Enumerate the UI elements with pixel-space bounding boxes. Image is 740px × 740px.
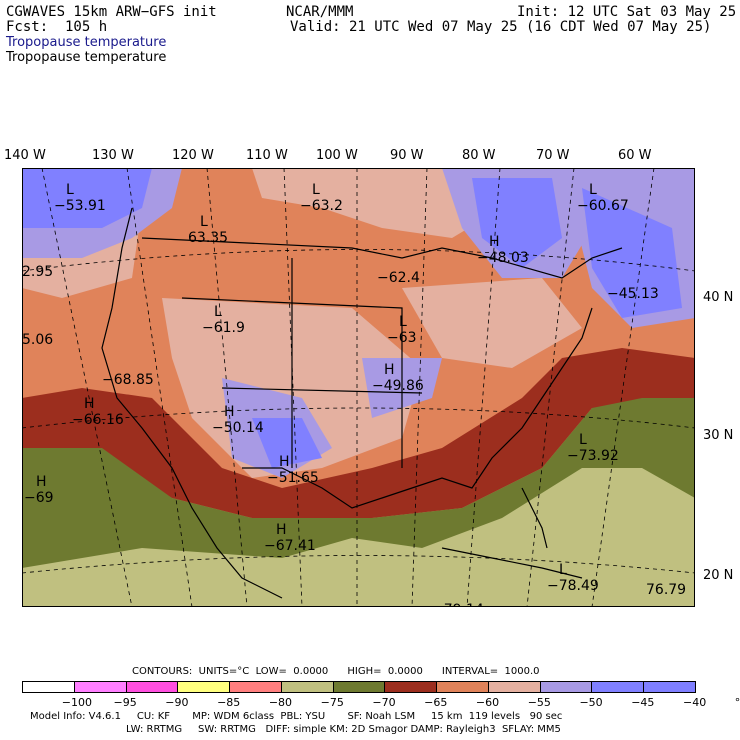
high-marker: H [276, 522, 287, 538]
colorbar-swatch [643, 681, 696, 693]
lat-label: 40 N [703, 290, 734, 305]
low-marker: L [200, 214, 208, 230]
colorbar-swatch [280, 681, 334, 693]
lat-label: 20 N [703, 568, 734, 583]
colorbar-swatch [229, 681, 282, 693]
extremum-value: 5.06 [22, 332, 53, 348]
colorbar-tick-label: −100 [61, 696, 92, 709]
temp-band-55-50 [402, 278, 582, 368]
colorbar-swatch [177, 681, 231, 693]
field-title-shaded: Tropopause temperature [6, 35, 167, 50]
valid-time: Valid: 21 UTC Wed 07 May 25 (16 CDT Wed … [290, 19, 712, 35]
extremum-value: −78.49 [547, 578, 599, 594]
lon-label: 100 W [316, 148, 358, 163]
map-frame [22, 168, 695, 607]
init-time: Init: 12 UTC Sat 03 May 25 [517, 4, 737, 20]
lon-label: 90 W [390, 148, 424, 163]
extremum-value: −79.14 [432, 602, 484, 607]
high-marker: H [384, 362, 395, 378]
colorbar-tick-label: −50 [579, 696, 603, 709]
extremum-value: −62.4 [377, 270, 420, 286]
extremum-value: −48.03 [477, 250, 529, 266]
colorbar-tick-label: −60 [475, 696, 500, 709]
lat-label: 30 N [703, 428, 734, 443]
low-marker: L [559, 562, 567, 578]
lon-label: 120 W [172, 148, 214, 163]
low-marker: L [589, 182, 597, 198]
extremum-value: −73.92 [567, 448, 619, 464]
colorbar-tick-label: −65 [424, 696, 448, 709]
lon-label: 110 W [246, 148, 288, 163]
low-marker: L [214, 304, 222, 320]
colorbar-tick-label: −85 [217, 696, 241, 709]
temp-band-45-40 [472, 178, 562, 268]
low-marker: L [312, 182, 320, 198]
high-marker: H [84, 396, 95, 412]
extremum-value: 76.79 [646, 582, 686, 598]
forecast-hour: Fcst: 105 h [6, 19, 108, 35]
colorbar-swatch [591, 681, 645, 693]
extremum-value: −60.67 [577, 198, 629, 214]
extremum-value: −61.9 [202, 320, 245, 336]
extremum-value: −63 [387, 330, 417, 346]
colorbar-swatch [539, 681, 593, 693]
extremum-value: −51.65 [267, 470, 319, 486]
extremum-value: −63.2 [300, 198, 343, 214]
institution: NCAR/MMM [286, 4, 354, 20]
lon-label: 60 W [618, 148, 652, 163]
extremum-value: −49.86 [372, 378, 424, 394]
temp-band-80-75 [22, 468, 695, 607]
colorbar-tick-label: −40 [683, 696, 707, 709]
extremum-value: −50.14 [212, 420, 264, 436]
colorbar-swatch [332, 681, 386, 693]
temp-band-45-40 [252, 418, 322, 468]
colorbar-swatch [487, 681, 541, 693]
temp-band-45-40 [582, 188, 682, 318]
colorbar-tick-label: −45 [631, 696, 655, 709]
colorbar-tick-label: −95 [113, 696, 137, 709]
high-marker: H [279, 454, 290, 470]
extremum-value: −66.16 [72, 412, 124, 428]
extremum-value: −45.13 [607, 286, 659, 302]
temp-band-55-50 [252, 168, 502, 238]
lon-label: 130 W [92, 148, 134, 163]
temp-band-45-40 [22, 168, 152, 228]
lon-label: 140 W [4, 148, 46, 163]
colorbar-swatch [125, 681, 179, 693]
contours-info: CONTOURS: UNITS=°C LOW= 0.0000 HIGH= 0.0… [132, 666, 540, 677]
model-physics: LW: RRTMG SW: RRTMG DIFF: simple KM: 2D … [126, 724, 561, 735]
low-marker: L [66, 182, 74, 198]
colorbar-swatch [436, 681, 489, 693]
high-marker: H [36, 474, 47, 490]
colorbar-tick-label: −75 [320, 696, 344, 709]
lon-label: 80 W [462, 148, 496, 163]
temp-band-70-65 [22, 348, 695, 518]
colorbar-tick-label: °C [734, 696, 740, 709]
extremum-value: −53.91 [54, 198, 106, 214]
extremum-value: −68.85 [102, 372, 154, 388]
extremum-value: −67.41 [264, 538, 316, 554]
colorbar-swatch [384, 681, 438, 693]
lon-label: 70 W [536, 148, 570, 163]
low-marker: L [579, 432, 587, 448]
colorbar-tick-label: −80 [268, 696, 293, 709]
extremum-value: 2.95 [22, 264, 53, 280]
model-info: Model Info: V4.6.1 CU: KF MP: WDM 6class… [30, 711, 563, 722]
coastlines-borders [101, 207, 623, 599]
colorbar-swatch [73, 681, 127, 693]
colorbar-tick-label: −55 [527, 696, 551, 709]
high-marker: H [489, 234, 500, 250]
colorbar-tick-label: −90 [165, 696, 189, 709]
colorbar-tick-label: −70 [372, 696, 396, 709]
extremum-value: 63.35 [188, 230, 228, 246]
high-marker: H [224, 404, 235, 420]
extremum-value: −69 [24, 490, 54, 506]
low-marker: L [399, 314, 407, 330]
field-title-contour: Tropopause temperature [6, 50, 167, 65]
model-title: CGWAVES 15km ARW−GFS init [6, 4, 217, 20]
colorbar-swatch [22, 681, 75, 693]
